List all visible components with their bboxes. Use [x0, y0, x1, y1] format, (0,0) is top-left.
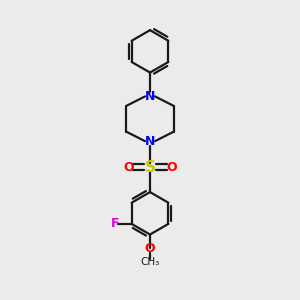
Text: N: N	[145, 135, 155, 148]
Text: O: O	[145, 242, 155, 255]
Text: N: N	[145, 90, 155, 103]
Text: S: S	[145, 160, 155, 175]
Text: O: O	[124, 160, 134, 174]
Text: F: F	[111, 218, 119, 230]
Text: O: O	[166, 160, 176, 174]
Text: CH₃: CH₃	[140, 257, 160, 267]
